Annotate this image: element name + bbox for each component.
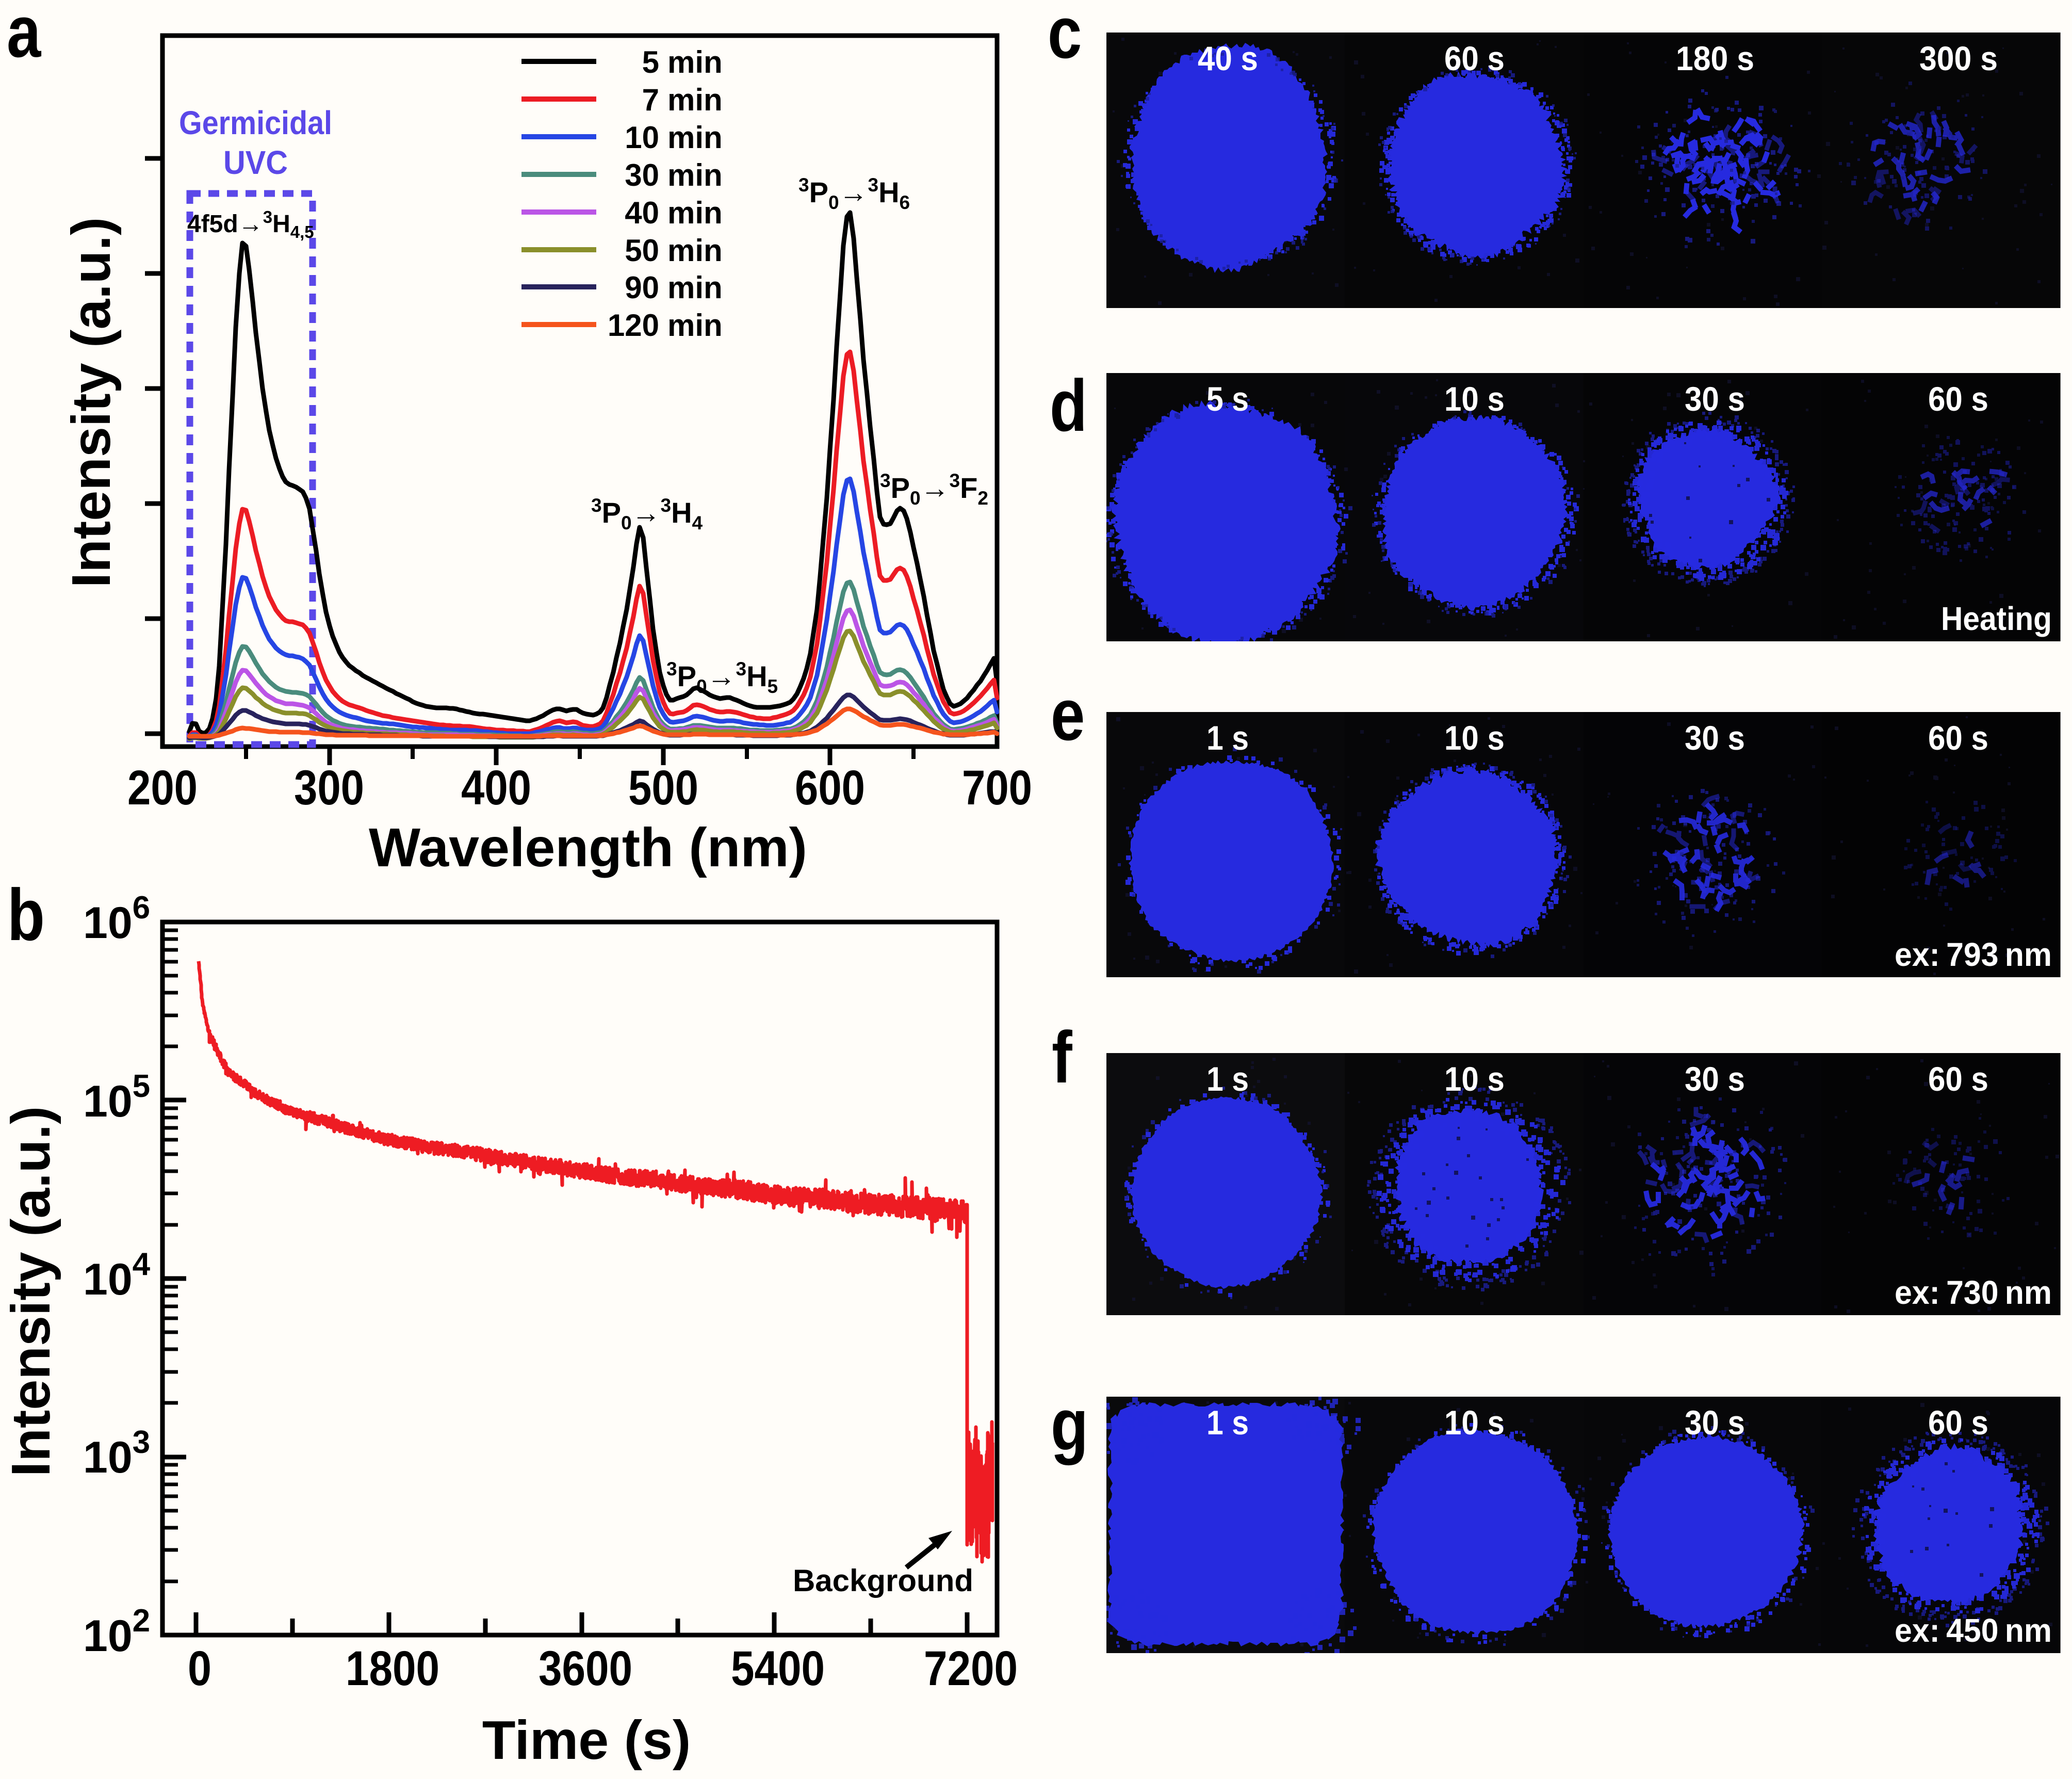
svg-text:10 s: 10 s	[1444, 380, 1505, 418]
svg-text:Intensity (a.u.): Intensity (a.u.)	[1, 1106, 61, 1477]
svg-text:600: 600	[795, 761, 865, 815]
svg-text:4f5d→3H4,5: 4f5d→3H4,5	[187, 207, 314, 241]
svg-text:40 s: 40 s	[1198, 39, 1258, 77]
svg-text:5 s: 5 s	[1206, 380, 1249, 418]
svg-text:b: b	[7, 874, 45, 956]
svg-text:500: 500	[628, 761, 698, 815]
svg-text:180 s: 180 s	[1676, 39, 1754, 77]
svg-text:30 s: 30 s	[1685, 1060, 1745, 1098]
svg-text:7: 7	[642, 83, 659, 117]
svg-text:90: 90	[625, 270, 659, 305]
svg-text:d: d	[1050, 364, 1087, 446]
svg-text:200: 200	[127, 761, 198, 815]
svg-text:ex: 450 nm: ex: 450 nm	[1895, 1612, 2052, 1649]
svg-text:Background: Background	[793, 1563, 973, 1598]
svg-text:120: 120	[608, 308, 659, 343]
svg-text:5400: 5400	[731, 1641, 825, 1696]
svg-text:30 s: 30 s	[1685, 719, 1745, 757]
svg-text:1 s: 1 s	[1206, 719, 1249, 757]
svg-text:ex: 793 nm: ex: 793 nm	[1895, 936, 2052, 973]
svg-text:60 s: 60 s	[1928, 380, 1988, 418]
svg-text:f: f	[1052, 1016, 1072, 1098]
svg-text:30: 30	[625, 158, 659, 192]
svg-text:30 s: 30 s	[1685, 1403, 1745, 1442]
svg-text:min: min	[667, 45, 723, 79]
svg-text:400: 400	[461, 761, 531, 815]
svg-text:3P0→3H5: 3P0→3H5	[666, 658, 778, 697]
svg-text:3P0→3H4: 3P0→3H4	[591, 495, 703, 533]
svg-text:e: e	[1051, 673, 1085, 755]
svg-text:g: g	[1051, 1383, 1088, 1465]
svg-text:c: c	[1048, 0, 1082, 73]
svg-text:0: 0	[188, 1641, 211, 1696]
svg-text:60 s: 60 s	[1928, 1060, 1988, 1098]
svg-text:Time (s): Time (s)	[482, 1710, 691, 1771]
svg-text:1800: 1800	[346, 1641, 439, 1696]
svg-text:min: min	[667, 120, 723, 155]
svg-text:1 s: 1 s	[1206, 1403, 1249, 1442]
svg-text:10 s: 10 s	[1444, 1403, 1505, 1442]
svg-text:60 s: 60 s	[1444, 39, 1505, 77]
svg-text:300 s: 300 s	[1919, 39, 1998, 77]
svg-text:30 s: 30 s	[1685, 380, 1745, 418]
svg-text:60 s: 60 s	[1928, 1403, 1988, 1442]
svg-text:Heating: Heating	[1941, 600, 2052, 637]
svg-text:10 s: 10 s	[1444, 1060, 1505, 1098]
svg-text:5: 5	[642, 45, 659, 79]
svg-text:700: 700	[962, 761, 1032, 815]
svg-text:min: min	[667, 83, 723, 117]
svg-text:min: min	[667, 270, 723, 305]
svg-text:40: 40	[625, 196, 659, 230]
svg-text:Intensity (a.u.): Intensity (a.u.)	[61, 217, 122, 588]
svg-text:3P0→3H6: 3P0→3H6	[798, 174, 910, 213]
svg-text:Wavelength (nm): Wavelength (nm)	[369, 817, 807, 878]
svg-text:min: min	[667, 158, 723, 192]
svg-text:60 s: 60 s	[1928, 719, 1988, 757]
svg-text:a: a	[7, 0, 41, 72]
svg-text:min: min	[667, 233, 723, 268]
svg-text:10: 10	[625, 120, 659, 155]
svg-text:min: min	[667, 196, 723, 230]
svg-text:300: 300	[294, 761, 364, 815]
svg-text:Germicidal: Germicidal	[179, 104, 332, 141]
svg-text:50: 50	[625, 233, 659, 268]
svg-text:3600: 3600	[539, 1641, 632, 1696]
svg-text:1 s: 1 s	[1206, 1060, 1249, 1098]
svg-text:min: min	[667, 308, 723, 343]
svg-text:UVC: UVC	[223, 144, 288, 181]
svg-text:7200: 7200	[924, 1641, 1018, 1696]
svg-text:ex: 730 nm: ex: 730 nm	[1895, 1274, 2052, 1311]
svg-text:10 s: 10 s	[1444, 719, 1505, 757]
svg-text:3P0→3F2: 3P0→3F2	[880, 470, 988, 509]
